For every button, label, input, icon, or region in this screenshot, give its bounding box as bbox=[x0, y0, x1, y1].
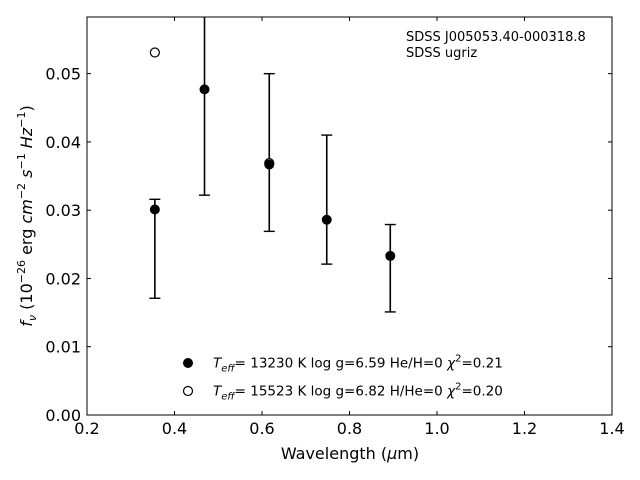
point-filled bbox=[321, 214, 332, 225]
error-bars bbox=[149, 17, 396, 313]
legend-entry-2: Teff= 15523 K log g=6.82 H/He=0 χ2=0.20 bbox=[213, 382, 503, 403]
x-axis-label: Wavelength (μm) bbox=[281, 444, 419, 463]
x-tick-label: 0.6 bbox=[249, 419, 274, 438]
x-tick-label: 0.4 bbox=[162, 419, 187, 438]
y-tick-label: 0.02 bbox=[45, 269, 81, 288]
x-tick-label: 1.4 bbox=[599, 419, 624, 438]
point-filled bbox=[385, 250, 396, 261]
legend: Teff= 13230 K log g=6.59 He/H=0 χ2=0.21 … bbox=[182, 354, 503, 403]
point-filled bbox=[264, 159, 275, 170]
y-axis-label: fν (10−26 erg cm−2 s−1 Hz−1) bbox=[15, 105, 39, 326]
x-tick-label: 1.0 bbox=[424, 419, 449, 438]
x-tick-label: 0.8 bbox=[337, 419, 362, 438]
annotation-object: SDSS J005053.40-000318.8 bbox=[406, 30, 586, 45]
y-tick-label: 0.01 bbox=[45, 338, 81, 357]
x-tick-label: 1.2 bbox=[512, 419, 537, 438]
x-tick-label: 0.2 bbox=[74, 419, 99, 438]
axis-ticks: 0.2 0.4 0.6 0.8 1.0 1.2 1.4 0.00 0.01 0.02 0.03 0.0… bbox=[45, 17, 625, 438]
legend-entry-1: Teff= 13230 K log g=6.59 He/H=0 χ2=0.21 bbox=[213, 354, 503, 375]
y-tick-label: 0.00 bbox=[45, 406, 81, 425]
legend-marker-filled bbox=[183, 358, 193, 368]
y-tick-label: 0.03 bbox=[45, 201, 81, 220]
point-filled bbox=[199, 84, 210, 95]
plot-frame bbox=[86, 16, 613, 416]
annotation-filters: SDSS ugriz bbox=[406, 46, 477, 61]
y-tick-label: 0.04 bbox=[45, 133, 81, 152]
legend-marker-open bbox=[182, 385, 194, 397]
y-tick-label: 0.05 bbox=[45, 65, 81, 84]
data-points bbox=[149, 47, 396, 261]
point-filled bbox=[149, 204, 160, 215]
point-open bbox=[149, 47, 160, 58]
